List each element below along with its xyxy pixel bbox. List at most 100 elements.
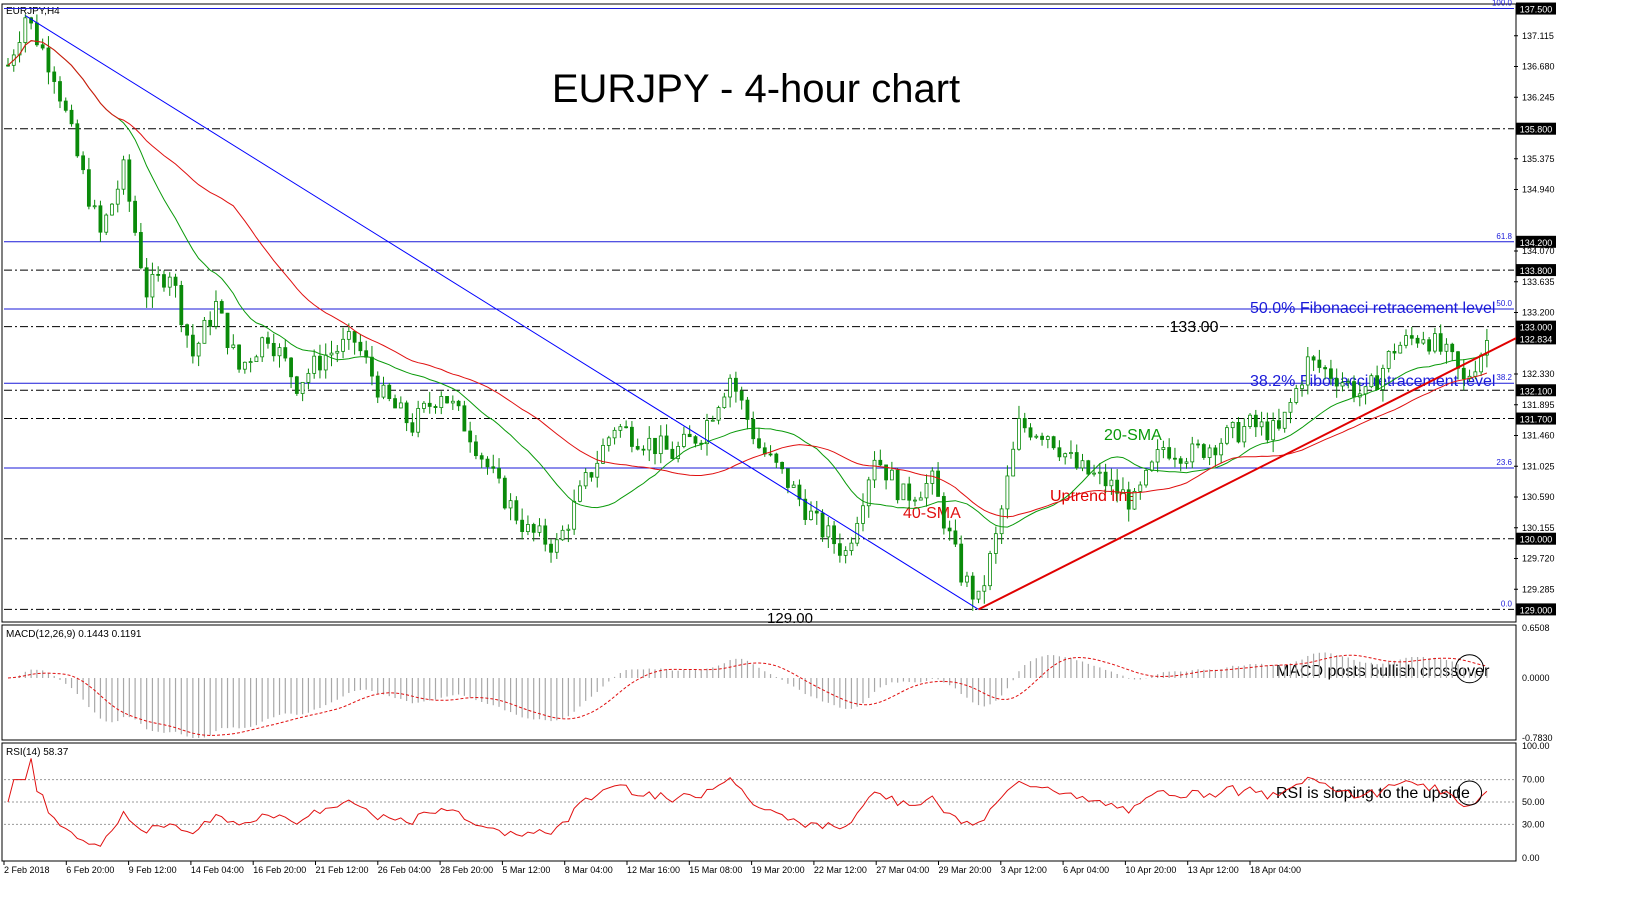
y-tick-label: 132.330: [1522, 369, 1555, 379]
candle-body: [1386, 351, 1391, 369]
x-tick-label: 13 Apr 12:00: [1188, 865, 1239, 875]
candle-body: [162, 274, 166, 288]
x-tick-label: 10 Apr 20:00: [1125, 865, 1176, 875]
candle-body: [375, 375, 380, 398]
x-tick-label: 18 Apr 04:00: [1250, 865, 1301, 875]
candle-body: [780, 461, 785, 470]
y-tick-label: 136.680: [1522, 62, 1555, 72]
candle-body: [1121, 489, 1125, 494]
candle-body: [1409, 335, 1414, 339]
candle-body: [167, 276, 172, 288]
candle-body: [1230, 421, 1235, 429]
y-tick-label: 133.200: [1522, 308, 1555, 318]
candle-body: [318, 355, 322, 371]
candle-body: [248, 361, 253, 363]
candle-body: [115, 188, 120, 205]
y-tick-label: 131.460: [1522, 431, 1555, 441]
candle-body: [1207, 447, 1212, 458]
candle-body: [185, 324, 189, 336]
candle-body: [1138, 484, 1143, 492]
price-level-tag: [1516, 122, 1556, 135]
candle-body: [266, 337, 270, 344]
candle-body: [618, 426, 623, 431]
candle-body: [1126, 489, 1131, 510]
candle-body: [560, 529, 565, 541]
candle-body: [1271, 420, 1276, 441]
candle-body: [1045, 436, 1050, 440]
candle-body: [641, 448, 646, 451]
macd-y-tick-label: 0.6508: [1522, 623, 1550, 633]
candle-body: [1219, 442, 1224, 456]
candle-body: [1011, 448, 1016, 477]
candle-body: [953, 530, 958, 545]
fib-tag: 23.6: [1496, 458, 1512, 467]
candle-body: [1190, 443, 1195, 463]
candle-body: [208, 319, 213, 327]
candle-body: [993, 533, 998, 554]
price-level-label: 130.000: [1520, 535, 1553, 545]
candle-body: [970, 575, 975, 600]
macd-y-tick-label: -0.7830: [1522, 733, 1553, 743]
candle-body: [1132, 490, 1137, 510]
candle-body: [283, 347, 288, 359]
x-tick-label: 19 Mar 20:00: [752, 865, 805, 875]
candle-body: [832, 525, 836, 545]
candle-body: [612, 429, 617, 439]
candle-body: [289, 357, 293, 378]
price-level-tag: [1516, 412, 1556, 425]
candle-body: [306, 372, 311, 383]
candle-body: [745, 399, 750, 420]
candle-body: [1323, 367, 1328, 370]
symbol-label: EURJPY,H4: [6, 6, 60, 17]
price-level-tag: [1516, 603, 1556, 616]
candle-body: [884, 464, 888, 481]
candle-body: [1375, 375, 1380, 390]
candle-body: [826, 525, 831, 538]
fib-tag: 38.2: [1496, 373, 1512, 382]
candle-body: [1225, 427, 1229, 444]
macd-y-tick-label: 0.0000: [1522, 673, 1550, 683]
y-tick-label: 131.895: [1522, 400, 1555, 410]
x-tick-label: 6 Apr 04:00: [1063, 865, 1109, 875]
candle-body: [1063, 453, 1068, 458]
candle-body: [1259, 421, 1264, 428]
candle-body: [1265, 421, 1270, 441]
candle-body: [58, 81, 62, 102]
x-tick-label: 28 Feb 20:00: [440, 865, 493, 875]
candle-body: [1346, 381, 1351, 384]
y-tick-label: 133.635: [1522, 277, 1555, 287]
candle-body: [225, 312, 230, 348]
candle-body: [439, 396, 444, 408]
candle-body: [1444, 343, 1449, 352]
candle-body: [323, 354, 328, 371]
candle-body: [1334, 378, 1339, 387]
candle-body: [757, 438, 761, 449]
candle-body: [1282, 411, 1287, 429]
x-tick-label: 29 Mar 20:00: [939, 865, 992, 875]
price-level-label: 133.800: [1520, 266, 1553, 276]
candle-body: [947, 527, 952, 532]
candle-body: [537, 525, 542, 533]
candle-body: [1115, 479, 1120, 494]
candle-body: [1080, 460, 1085, 469]
candle-body: [924, 483, 929, 499]
x-tick-label: 15 Mar 08:00: [689, 865, 742, 875]
price-level-label: 135.800: [1520, 125, 1553, 135]
candle-body: [543, 525, 548, 545]
candle-body: [710, 419, 715, 422]
candle-body: [1144, 469, 1148, 486]
candle-body: [398, 402, 403, 409]
rsi-y-tick-label: 50.00: [1522, 797, 1545, 807]
price-level-tag: [1516, 320, 1556, 333]
candle-body: [1017, 418, 1021, 450]
rsi-label: RSI(14) 58.37: [6, 747, 69, 758]
candle-body: [52, 71, 57, 82]
candle-body: [450, 400, 455, 404]
candle-body: [150, 274, 155, 298]
candle-body: [682, 433, 686, 447]
candle-body: [1352, 381, 1356, 398]
candle-body: [127, 159, 132, 202]
sma20-line: [7, 40, 1488, 528]
candle-body: [554, 539, 559, 553]
price-level-tag: [1516, 264, 1556, 277]
